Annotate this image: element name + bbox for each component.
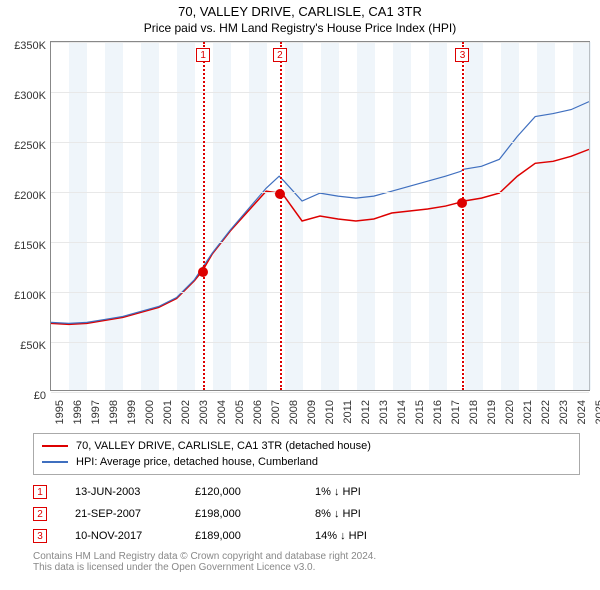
event-badge: 3 (33, 529, 47, 543)
series-line-property (51, 149, 589, 324)
chart-area: 1 2 3 (50, 41, 590, 391)
x-tick-label: 2008 (288, 400, 300, 424)
x-tick-label: 2000 (144, 400, 156, 424)
x-tick-label: 2025 (594, 400, 600, 424)
event-diff: 1% ↓ HPI (315, 486, 435, 498)
event-price: £198,000 (195, 508, 315, 520)
x-tick-label: 2009 (306, 400, 318, 424)
x-tick-label: 2006 (252, 400, 264, 424)
event-data-point (198, 267, 208, 277)
legend-swatch (42, 461, 68, 463)
y-tick-label: £50K (20, 340, 46, 352)
y-tick-label: £350K (14, 40, 46, 52)
event-data-point (457, 198, 467, 208)
x-tick-label: 2010 (324, 400, 336, 424)
legend-row: 70, VALLEY DRIVE, CARLISLE, CA1 3TR (det… (42, 438, 571, 454)
events-table: 1 13-JUN-2003£120,0001% ↓ HPI 2 21-SEP-2007… (33, 481, 580, 547)
event-table-row: 2 21-SEP-2007£198,0008% ↓ HPI (33, 503, 580, 525)
chart-subtitle: Price paid vs. HM Land Registry's House … (0, 19, 600, 41)
x-axis: 1995 1996 1997 1998 1999 2000 2001 2002 2003 2004… (50, 398, 590, 438)
footer-line: This data is licensed under the Open Gov… (33, 562, 580, 573)
y-tick-label: £300K (14, 90, 46, 102)
y-tick-label: £250K (14, 140, 46, 152)
event-data-point (275, 189, 285, 199)
y-tick-label: £0 (34, 390, 46, 402)
gridline-h (51, 42, 589, 43)
gridline-h (51, 392, 589, 393)
y-axis: £0£50K£100K£150K£200K£250K£300K£350K (0, 46, 48, 396)
x-tick-label: 1996 (72, 400, 84, 424)
event-line (462, 42, 464, 390)
legend-box: 70, VALLEY DRIVE, CARLISLE, CA1 3TR (det… (33, 433, 580, 475)
event-badge: 1 (33, 485, 47, 499)
x-tick-label: 2011 (342, 400, 354, 424)
x-tick-label: 2003 (198, 400, 210, 424)
chart-title: 70, VALLEY DRIVE, CARLISLE, CA1 3TR (0, 0, 600, 19)
gridline-h (51, 292, 589, 293)
x-tick-label: 2018 (468, 400, 480, 424)
gridline-h (51, 342, 589, 343)
legend-swatch (42, 445, 68, 447)
event-line (280, 42, 282, 390)
event-date: 13-JUN-2003 (75, 486, 195, 498)
event-date: 10-NOV-2017 (75, 530, 195, 542)
gridline-h (51, 142, 589, 143)
x-tick-label: 1997 (90, 400, 102, 424)
event-table-row: 1 13-JUN-2003£120,0001% ↓ HPI (33, 481, 580, 503)
series-line-hpi (51, 102, 589, 324)
figure-container: 70, VALLEY DRIVE, CARLISLE, CA1 3TR Pric… (0, 0, 600, 590)
event-price: £120,000 (195, 486, 315, 498)
x-tick-label: 2002 (180, 400, 192, 424)
gridline-h (51, 92, 589, 93)
x-tick-label: 2013 (378, 400, 390, 424)
x-tick-label: 2005 (234, 400, 246, 424)
chart-svg (51, 42, 589, 390)
x-tick-label: 1995 (54, 400, 66, 424)
y-tick-label: £200K (14, 190, 46, 202)
x-tick-label: 2022 (540, 400, 552, 424)
y-tick-label: £100K (14, 290, 46, 302)
x-tick-label: 1999 (126, 400, 138, 424)
event-badge: 2 (33, 507, 47, 521)
event-line (203, 42, 205, 390)
gridline-h (51, 192, 589, 193)
legend-label: HPI: Average price, detached house, Cumb… (76, 456, 318, 468)
x-tick-label: 2014 (396, 400, 408, 424)
x-tick-label: 2021 (522, 400, 534, 424)
gridline-h (51, 242, 589, 243)
event-diff: 14% ↓ HPI (315, 530, 435, 542)
legend-label: 70, VALLEY DRIVE, CARLISLE, CA1 3TR (det… (76, 440, 371, 452)
footer-attribution: Contains HM Land Registry data © Crown c… (33, 551, 580, 573)
footer-line: Contains HM Land Registry data © Crown c… (33, 551, 580, 562)
x-tick-label: 2023 (558, 400, 570, 424)
x-tick-label: 2015 (414, 400, 426, 424)
x-tick-label: 1998 (108, 400, 120, 424)
event-marker: 1 (196, 48, 210, 62)
x-tick-label: 2017 (450, 400, 462, 424)
x-tick-label: 2019 (486, 400, 498, 424)
event-table-row: 3 10-NOV-2017£189,00014% ↓ HPI (33, 525, 580, 547)
event-marker: 2 (273, 48, 287, 62)
x-tick-label: 2004 (216, 400, 228, 424)
x-tick-label: 2007 (270, 400, 282, 424)
y-tick-label: £150K (14, 240, 46, 252)
event-date: 21-SEP-2007 (75, 508, 195, 520)
event-marker: 3 (455, 48, 469, 62)
event-price: £189,000 (195, 530, 315, 542)
x-tick-label: 2024 (576, 400, 588, 424)
x-tick-label: 2016 (432, 400, 444, 424)
x-tick-label: 2012 (360, 400, 372, 424)
x-tick-label: 2020 (504, 400, 516, 424)
legend-row: HPI: Average price, detached house, Cumb… (42, 454, 571, 470)
event-diff: 8% ↓ HPI (315, 508, 435, 520)
x-tick-label: 2001 (162, 400, 174, 424)
